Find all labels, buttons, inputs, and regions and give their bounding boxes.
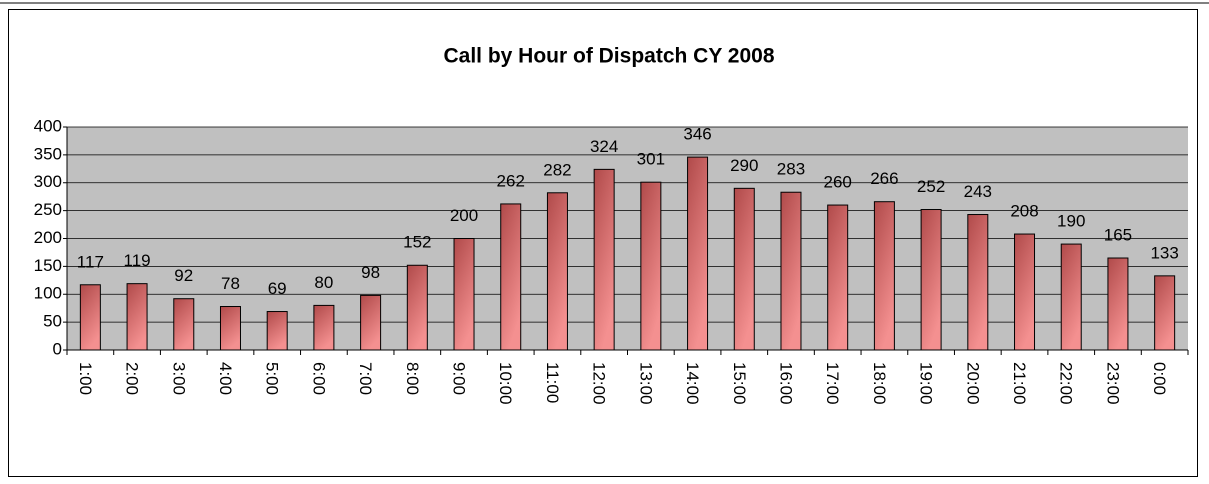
x-tick-label: 3:00 [169, 362, 188, 395]
chart-title: Call by Hour of Dispatch CY 2008 [443, 45, 774, 68]
x-tick-label: 18:00 [870, 362, 889, 405]
bar [219, 306, 241, 351]
data-label: 117 [77, 252, 104, 271]
data-label: 252 [917, 177, 945, 196]
bar [173, 298, 195, 351]
data-label: 301 [637, 150, 665, 169]
x-tick-label: 22:00 [1057, 362, 1076, 405]
data-label: 80 [314, 273, 333, 292]
y-tick-label: 0 [53, 339, 62, 358]
data-label: 133 [1150, 243, 1178, 262]
x-tick-label: 19:00 [917, 362, 936, 405]
x-tick-label: 1:00 [76, 362, 95, 395]
data-label: 152 [403, 233, 431, 252]
data-label: 119 [124, 251, 151, 270]
data-label: 208 [1010, 202, 1038, 221]
data-label: 262 [497, 171, 525, 190]
data-label: 346 [683, 125, 711, 144]
bar [500, 203, 522, 351]
bar [1154, 275, 1176, 351]
bar [266, 311, 288, 351]
x-tick-label: 21:00 [1010, 362, 1029, 405]
data-label: 92 [174, 266, 193, 285]
y-tick-label: 300 [34, 172, 62, 191]
bar [126, 283, 148, 351]
bar [687, 156, 709, 351]
bar [360, 294, 382, 351]
data-label: 200 [450, 206, 478, 225]
x-tick-label: 10:00 [496, 362, 515, 405]
bar [873, 201, 895, 351]
x-tick-label: 9:00 [450, 362, 469, 395]
y-tick-label: 50 [43, 312, 62, 331]
data-label: 243 [964, 182, 992, 201]
y-tick-label: 350 [34, 144, 62, 163]
x-tick-label: 8:00 [403, 362, 422, 395]
x-tick-label: 13:00 [636, 362, 655, 405]
y-tick-label: 100 [34, 284, 62, 303]
data-label: 165 [1104, 225, 1132, 244]
x-tick-label: 7:00 [356, 362, 375, 395]
x-tick-label: 16:00 [776, 362, 795, 405]
x-tick-label: 0:00 [1150, 362, 1169, 395]
data-label: 190 [1057, 212, 1085, 231]
data-label: 282 [543, 160, 571, 179]
data-label: 324 [590, 137, 618, 156]
x-tick-label: 15:00 [730, 362, 749, 405]
x-tick-label: 20:00 [963, 362, 982, 405]
data-label: 290 [730, 156, 758, 175]
x-tick-label: 4:00 [216, 362, 235, 395]
bar [827, 204, 849, 351]
data-label: 98 [361, 263, 380, 282]
bar [546, 192, 568, 351]
bar [593, 168, 615, 351]
data-label: 69 [268, 279, 287, 298]
y-tick-label: 200 [34, 228, 62, 247]
bar [1060, 243, 1082, 351]
bar [79, 284, 101, 351]
data-label: 283 [777, 160, 805, 179]
bar [733, 187, 755, 351]
bar [1014, 233, 1036, 351]
bar [640, 181, 662, 351]
x-tick-label: 12:00 [590, 362, 609, 405]
x-tick-label: 14:00 [683, 362, 702, 405]
data-label: 266 [870, 169, 898, 188]
bar [453, 238, 475, 351]
bar [967, 214, 989, 351]
x-tick-label: 11:00 [543, 362, 562, 403]
bar [920, 209, 942, 351]
x-tick-label: 17:00 [823, 362, 842, 405]
data-label: 260 [824, 173, 852, 192]
bar [1107, 257, 1129, 351]
y-tick-label: 400 [34, 116, 62, 135]
x-tick-label: 6:00 [309, 362, 328, 395]
x-tick-label: 23:00 [1103, 362, 1122, 405]
bar [406, 264, 428, 351]
x-tick-label: 2:00 [123, 362, 142, 395]
bar [780, 191, 802, 351]
bar [313, 304, 335, 351]
x-tick-label: 5:00 [263, 362, 282, 395]
y-tick-label: 150 [34, 256, 62, 275]
data-label: 78 [221, 274, 240, 293]
y-tick-label: 250 [34, 200, 62, 219]
